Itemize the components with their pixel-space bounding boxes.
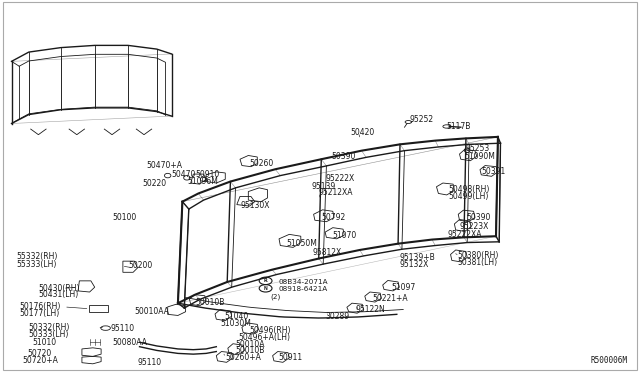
Text: R500006M: R500006M [590,356,627,365]
Text: 95130X: 95130X [241,201,270,210]
Text: 95110: 95110 [110,324,134,333]
Text: 51097: 51097 [392,283,416,292]
Text: 50010AA: 50010AA [134,307,170,316]
Text: 95110: 95110 [138,358,162,367]
Text: 50221+A: 50221+A [372,294,408,303]
Text: 95223X: 95223X [460,222,489,231]
Text: (2): (2) [271,294,281,300]
Text: 51050M: 51050M [287,239,317,248]
Text: 95139: 95139 [312,182,336,191]
Text: 50792: 50792 [321,213,346,222]
Text: 50177(LH): 50177(LH) [19,309,60,318]
Text: 95253: 95253 [466,144,490,153]
Text: 50420: 50420 [351,128,375,137]
Text: 51070: 51070 [333,231,357,240]
Text: 30289: 30289 [325,312,349,321]
Text: 95252: 95252 [410,115,434,124]
Text: 50200: 50200 [128,262,152,270]
Text: 50496+A(LH): 50496+A(LH) [238,333,290,341]
Text: 50911: 50911 [278,353,303,362]
Text: 50176(RH): 50176(RH) [19,302,61,311]
Text: 50381(LH): 50381(LH) [458,258,498,267]
Text: 50010B: 50010B [195,298,225,307]
Text: 51090M: 51090M [464,153,495,161]
Text: 50720: 50720 [27,349,51,358]
Text: 95812X: 95812X [312,248,342,257]
Text: 50720+A: 50720+A [22,356,58,365]
Text: 55333(LH): 55333(LH) [16,260,56,269]
Text: 50470+A: 50470+A [146,161,182,170]
Text: 50390: 50390 [332,152,356,161]
Text: 08918-6421A: 08918-6421A [278,286,328,292]
Text: 95222X: 95222X [325,174,355,183]
Text: 95139+B: 95139+B [400,253,436,262]
Text: 50010A: 50010A [236,340,265,349]
Text: 95122N: 95122N [355,305,385,314]
Text: 95212XA: 95212XA [319,188,353,197]
Text: 50220: 50220 [142,179,166,187]
Text: R: R [264,278,268,283]
Text: 08B34-2071A: 08B34-2071A [278,279,328,285]
Text: 50499(LH): 50499(LH) [448,192,488,201]
Text: 55332(RH): 55332(RH) [16,252,58,261]
Text: 50498(RH): 50498(RH) [448,185,490,194]
Text: 51030M: 51030M [221,319,252,328]
Text: 50010B: 50010B [236,346,265,355]
Text: 50391: 50391 [481,167,506,176]
Text: 50431(LH): 50431(LH) [38,291,79,299]
Text: 50470: 50470 [172,170,196,179]
Text: N: N [264,286,268,291]
Text: 50260+A: 50260+A [225,353,261,362]
Text: 95222XA: 95222XA [448,230,483,239]
Text: 50332(RH): 50332(RH) [29,323,70,332]
Text: 50380(RH): 50380(RH) [458,251,499,260]
Text: 50100: 50100 [112,213,136,222]
Text: 50430(RH): 50430(RH) [38,284,80,293]
Text: 95132X: 95132X [400,260,429,269]
Text: 50496(RH): 50496(RH) [250,326,291,335]
Text: 51010: 51010 [32,338,56,347]
Text: 50333(LH): 50333(LH) [29,330,69,339]
Text: 51096M: 51096M [187,177,218,186]
Text: 50080AA: 50080AA [112,339,147,347]
Text: 5117B: 5117B [447,122,471,131]
Text: 50910: 50910 [195,170,220,179]
Text: 50390: 50390 [466,213,490,222]
Text: 51040: 51040 [224,312,248,321]
Text: 50260: 50260 [250,159,274,168]
